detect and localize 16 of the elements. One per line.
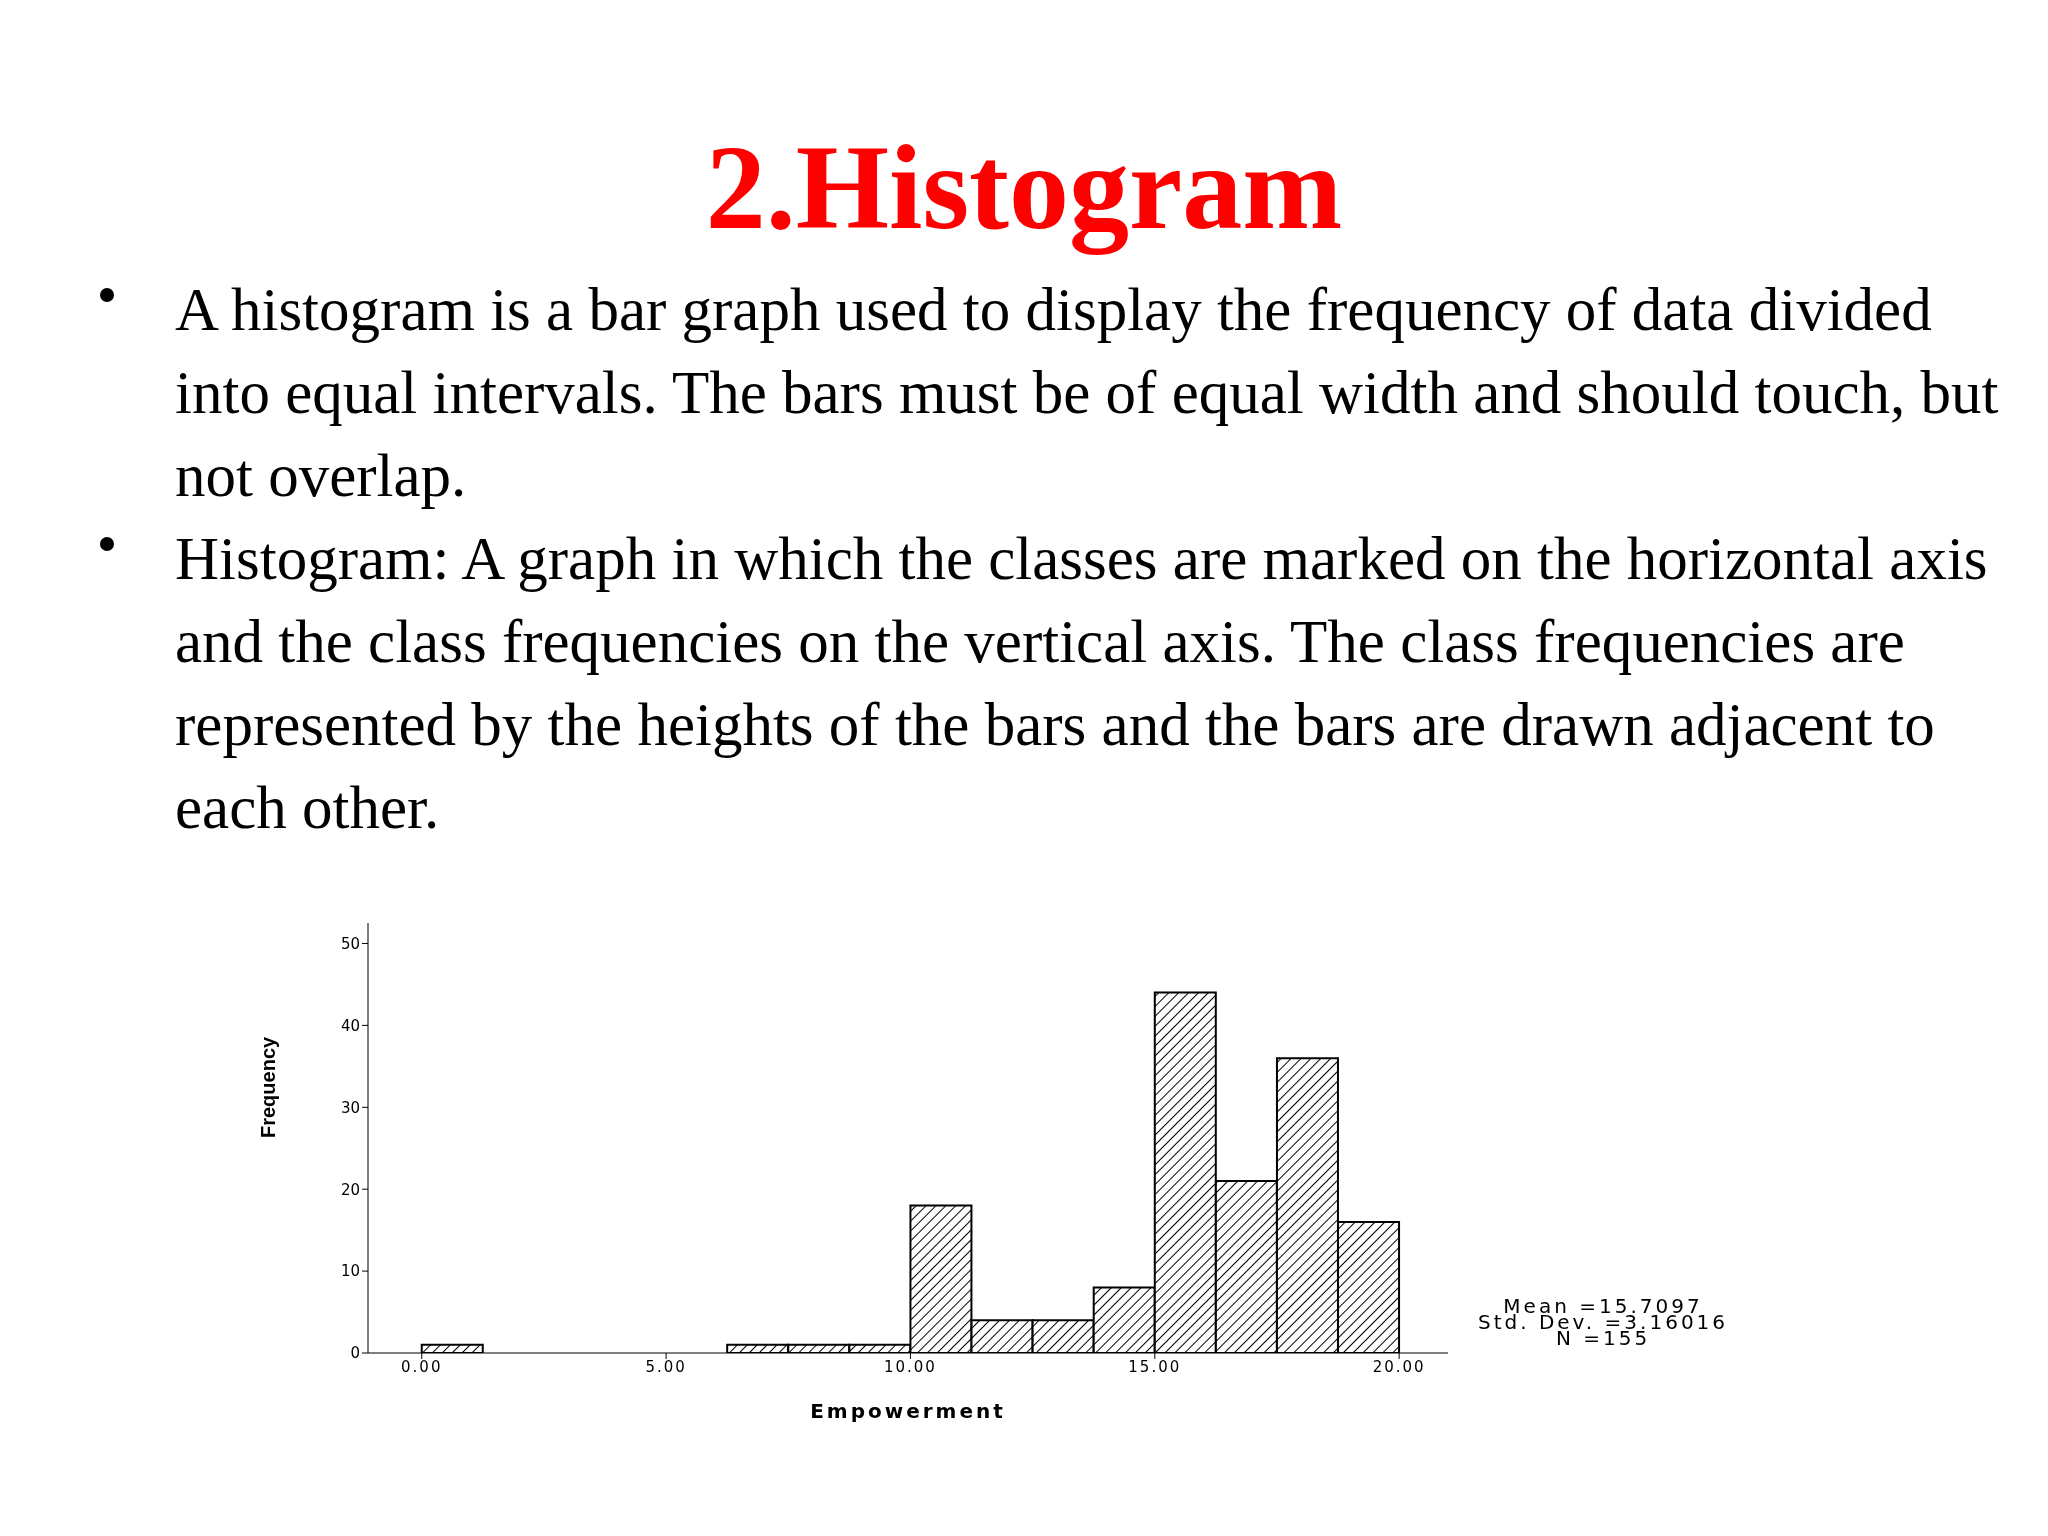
y-tick-label: 40 [340,1016,360,1035]
x-tick-label: 0.00 [401,1357,443,1376]
x-tick-label: 10.00 [883,1357,937,1376]
y-tick-label: 50 [340,934,360,953]
y-axis-title: Frequency [257,1035,280,1138]
y-tick-label: 0 [350,1344,360,1363]
y-tick-label: 10 [340,1262,360,1281]
y-tick-label: 20 [340,1180,360,1199]
x-axis-title: Empowerment [810,1399,1006,1423]
chart-title: 2.Histogram [704,120,1344,257]
chart-subtitle: A histogram is a bar graph used to display the frequency of data divided into equal intervals. The bars must be of equal width and should touch, but not overlap. [175,275,2000,511]
text: Histogram: A graph in which the classes are marked on the horizontal axis and the class frequencies on the vertical axis. The class frequencies are represented by the heights of the bars and the bars are drawn adjacent to each other. [175,524,1989,843]
x-tick-label: 5.00 [645,1357,687,1376]
y-tick-label: 30 [340,1098,360,1117]
x-tick-label: 20.00 [1372,1357,1426,1376]
x-tick-label: 15.00 [1128,1357,1182,1376]
